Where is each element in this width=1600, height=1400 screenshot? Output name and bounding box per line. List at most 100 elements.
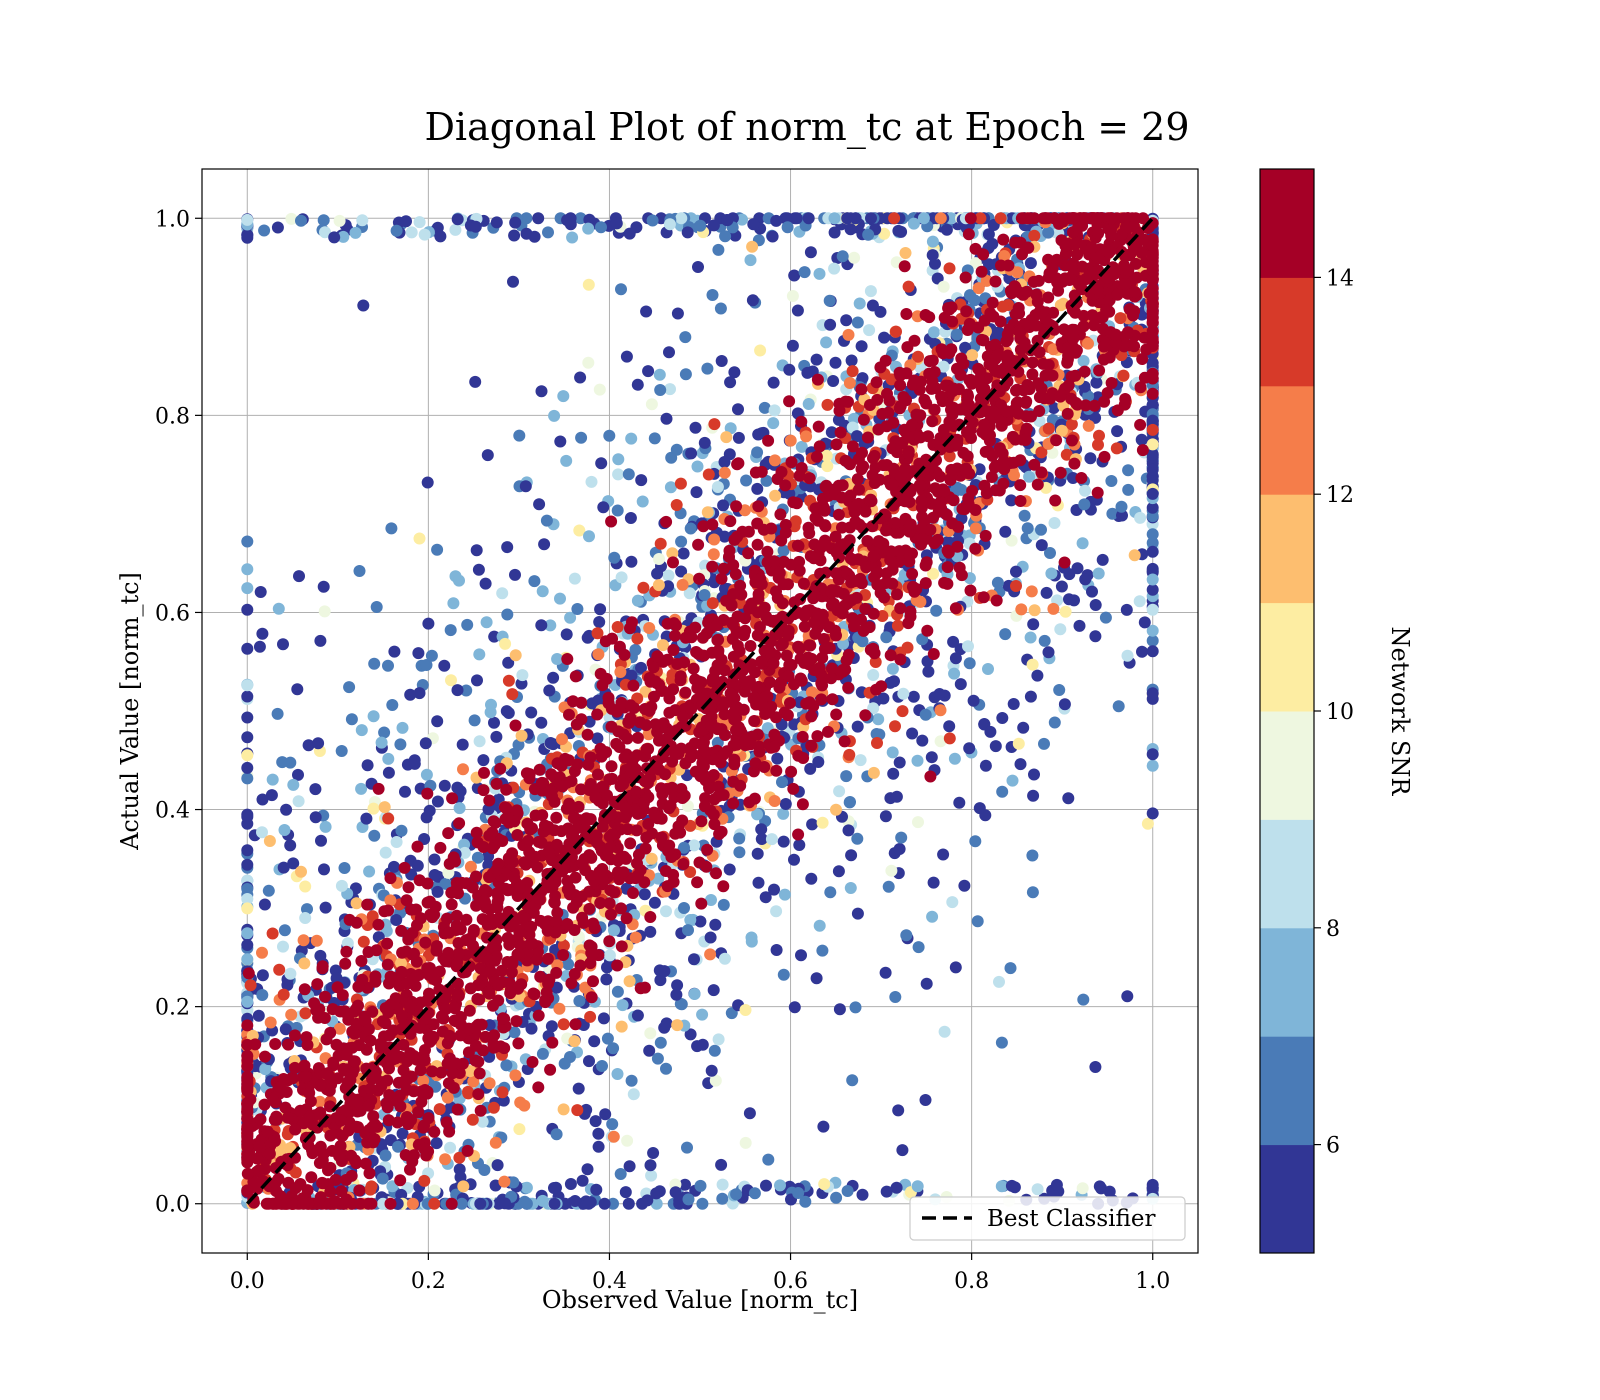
data-point [1012,737,1025,750]
data-point [644,925,657,938]
data-point [820,336,833,349]
data-point [912,350,924,363]
data-point [266,773,279,786]
data-point [399,785,411,798]
data-point [483,1077,496,1090]
data-point [1026,886,1039,899]
data-point [610,217,623,230]
data-point [816,651,829,664]
data-point [556,733,568,746]
data-point [716,1178,729,1191]
data-point [812,756,825,768]
data-point [844,223,857,236]
data-point [241,995,254,1008]
data-point [846,1074,859,1087]
data-point [571,1104,584,1117]
data-point [1146,687,1159,700]
data-point [624,837,637,850]
data-point [1082,337,1094,350]
data-point [1133,595,1146,608]
data-point [684,866,697,878]
data-point [553,1002,566,1015]
data-point [591,732,604,745]
data-point [802,398,815,410]
data-point [319,820,332,833]
data-point [487,1101,500,1114]
data-point [382,812,395,825]
data-point [481,449,494,462]
data-point [804,762,817,775]
data-point [593,616,606,628]
data-point [677,858,690,870]
data-point [464,982,477,995]
data-point [594,897,607,909]
data-point [643,622,656,634]
data-point [421,476,434,489]
data-point [681,226,694,239]
data-point [867,669,880,681]
data-point [867,702,880,715]
data-point [1031,1183,1044,1196]
data-point [428,1197,441,1210]
data-point [1004,962,1017,975]
data-point [269,1038,282,1050]
data-point [520,1181,533,1194]
data-point [720,431,733,444]
data-point [284,967,297,980]
data-point [685,447,698,460]
data-point [305,1171,318,1184]
data-point [792,1187,805,1199]
data-point [768,454,781,467]
data-point [991,576,1004,589]
data-point [258,898,271,911]
data-point [853,297,866,310]
data-point [724,376,737,389]
data-point [795,440,808,453]
data-point [785,765,798,778]
data-point [291,683,304,696]
data-point [453,817,466,830]
data-point [1046,446,1059,459]
data-point [996,712,1009,724]
data-point [712,1033,725,1046]
data-point [724,515,737,528]
data-point [595,221,607,234]
data-point [318,605,331,618]
data-point [285,212,298,225]
data-point [384,872,397,885]
data-point [1026,849,1039,862]
data-point [770,214,783,227]
data-point [678,841,690,854]
data-point [583,1055,595,1068]
data-point [557,939,570,952]
data-point [890,1181,903,1194]
data-point [313,1095,326,1108]
data-point [1146,807,1159,820]
data-point [675,212,688,225]
data-point [413,216,426,229]
data-point [682,924,694,937]
data-point [785,456,798,469]
data-point [263,835,276,847]
data-point [911,1180,924,1193]
data-point [1093,1180,1106,1193]
data-point [687,662,700,675]
data-point [333,214,346,227]
data-point [292,768,304,781]
data-point [796,730,809,743]
data-point [241,927,254,940]
data-point [466,1113,479,1126]
data-point [999,525,1012,538]
data-point [564,611,577,624]
data-point [335,879,348,892]
data-point [1146,528,1159,541]
data-point [435,1066,448,1079]
data-point [842,824,855,837]
data-point [619,1186,632,1199]
data-point [431,795,444,808]
data-point [420,768,433,781]
data-point [293,570,305,583]
data-point [1024,257,1037,270]
data-point [513,429,526,442]
data-point [453,1151,466,1164]
